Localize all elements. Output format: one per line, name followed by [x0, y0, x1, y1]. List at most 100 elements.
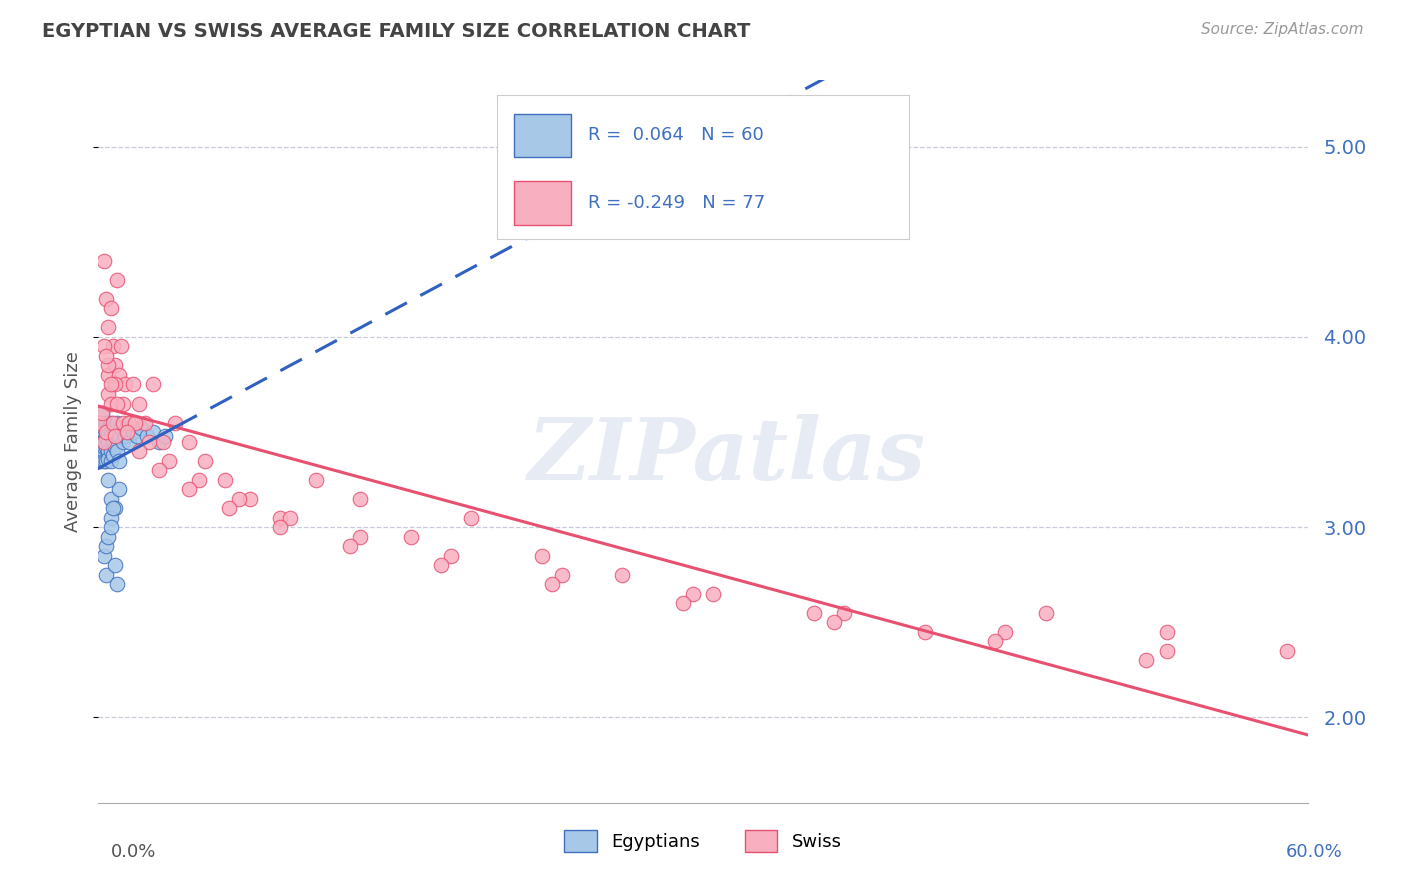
Point: [97, 320, 120, 334]
Text: Source: ZipAtlas.com: Source: ZipAtlas.com: [1201, 22, 1364, 37]
Point: [107, 453, 129, 467]
Point: [100, 453, 122, 467]
Point: [914, 624, 936, 639]
Point: [121, 425, 143, 439]
Point: [188, 473, 211, 487]
Point: [96, 416, 118, 430]
Point: [832, 606, 855, 620]
Point: [823, 615, 845, 630]
Point: [105, 577, 128, 591]
Point: [1277, 643, 1299, 657]
Point: [101, 416, 124, 430]
Text: 0.0%: 0.0%: [111, 843, 156, 861]
Point: [994, 624, 1017, 639]
Point: [142, 425, 165, 439]
Point: [93, 444, 115, 458]
Point: [97, 530, 120, 544]
Point: [118, 416, 141, 430]
Point: [278, 510, 301, 524]
Point: [96, 425, 118, 439]
Point: [96, 349, 118, 363]
Point: [540, 577, 562, 591]
Point: [118, 434, 141, 449]
Point: [101, 434, 124, 449]
Point: [107, 368, 129, 382]
Point: [115, 425, 138, 439]
Point: [125, 429, 148, 443]
Point: [702, 587, 724, 601]
Point: [612, 567, 634, 582]
Text: ZIPatlas: ZIPatlas: [529, 414, 927, 498]
Point: [91, 406, 114, 420]
Point: [97, 434, 120, 449]
Point: [93, 421, 115, 435]
Point: [269, 520, 291, 534]
Point: [114, 429, 136, 443]
Point: [984, 634, 1007, 648]
Point: [96, 453, 118, 467]
Point: [97, 451, 120, 466]
Point: [89, 416, 111, 430]
Point: [1156, 643, 1178, 657]
Point: [114, 377, 136, 392]
Point: [115, 425, 138, 439]
Point: [93, 549, 115, 563]
Point: [148, 434, 170, 449]
Point: [142, 377, 165, 392]
Point: [96, 539, 118, 553]
Point: [97, 444, 120, 458]
Point: [803, 606, 825, 620]
Point: [105, 416, 128, 430]
Point: [138, 434, 160, 449]
Point: [1035, 606, 1057, 620]
Point: [105, 396, 128, 410]
Text: EGYPTIAN VS SWISS AVERAGE FAMILY SIZE CORRELATION CHART: EGYPTIAN VS SWISS AVERAGE FAMILY SIZE CO…: [42, 22, 751, 41]
Point: [100, 510, 122, 524]
Point: [101, 421, 124, 435]
Point: [97, 387, 120, 401]
Point: [269, 510, 291, 524]
Point: [93, 253, 115, 268]
Point: [91, 448, 114, 462]
Point: [101, 448, 124, 462]
Point: [103, 501, 125, 516]
Point: [93, 453, 115, 467]
Point: [153, 429, 176, 443]
Point: [530, 549, 553, 563]
Point: [163, 416, 186, 430]
Point: [103, 377, 125, 392]
Point: [103, 425, 125, 439]
Point: [135, 429, 157, 443]
Point: [214, 473, 236, 487]
Point: [103, 429, 125, 443]
Point: [129, 421, 152, 435]
Point: [672, 596, 695, 610]
Point: [179, 482, 201, 496]
Point: [124, 416, 146, 430]
Point: [103, 558, 125, 573]
Point: [103, 359, 125, 373]
Point: [103, 440, 125, 454]
Text: 60.0%: 60.0%: [1286, 843, 1343, 861]
Point: [305, 473, 328, 487]
Point: [93, 434, 115, 449]
Point: [1135, 653, 1157, 667]
Point: [89, 453, 111, 467]
Point: [91, 434, 114, 449]
Point: [97, 473, 120, 487]
Point: [148, 463, 170, 477]
Point: [100, 301, 122, 316]
Point: [105, 444, 128, 458]
Point: [100, 444, 122, 458]
Point: [96, 429, 118, 443]
Point: [97, 421, 120, 435]
Legend: Egyptians, Swiss: Egyptians, Swiss: [557, 822, 849, 859]
Point: [239, 491, 262, 506]
Point: [91, 406, 114, 420]
Point: [430, 558, 453, 573]
Point: [97, 359, 120, 373]
Point: [110, 339, 132, 353]
Point: [100, 396, 122, 410]
Point: [110, 421, 132, 435]
Point: [440, 549, 463, 563]
